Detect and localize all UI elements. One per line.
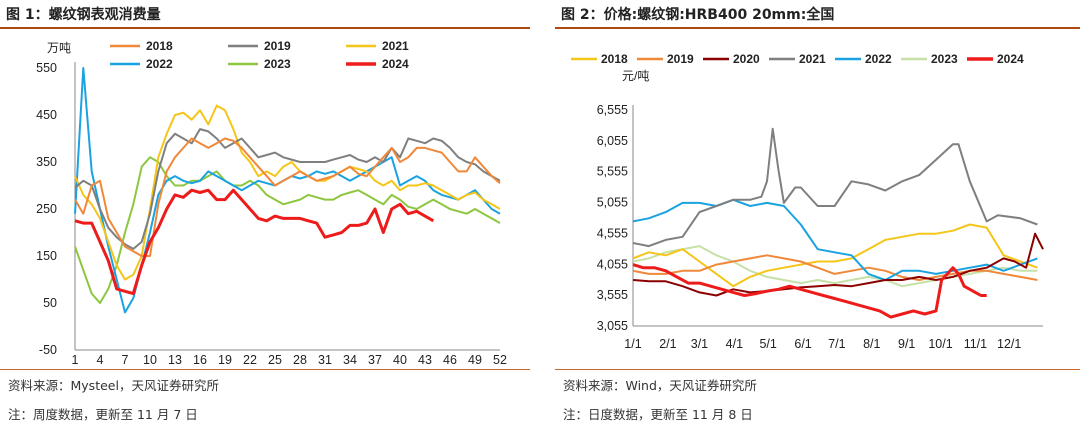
y-tick-label: 6,555 — [597, 103, 628, 117]
update-note: 注：日度数据，更新至 11 月 8 日 — [563, 407, 753, 422]
chart-panel-consumption: 图 1：螺纹钢表观消费量 万吨 -50 50 150 250 350 450 550 1 4 7 10… — [0, 0, 530, 431]
y-tick-label: 6,055 — [597, 134, 628, 148]
consumption-line-chart: 万吨 -50 50 150 250 350 450 550 1 4 7 10 13 16 19 22 25 28 3… — [36, 39, 507, 367]
y-tick-label: 350 — [36, 155, 57, 169]
legend-label-2019: 2019 — [667, 52, 694, 66]
y-tick-label: 50 — [43, 296, 57, 310]
y-tick-label: 450 — [36, 108, 57, 122]
x-tick-label: 11/1 — [964, 337, 987, 351]
series-line-2018 — [632, 223, 1038, 288]
series-line-2023 — [632, 245, 1038, 288]
legend-label-2018: 2018 — [146, 39, 173, 53]
legend-label-2021: 2021 — [799, 52, 826, 66]
legend-label-2019: 2019 — [264, 39, 291, 53]
legend-label-2023: 2023 — [264, 57, 291, 71]
price-line-chart: 元/吨 3,055 3,555 4,055 4,555 5,055 5,555 6,055 6,… — [571, 52, 1044, 351]
x-tick-label: 4 — [97, 353, 104, 367]
legend-label-2024: 2024 — [997, 52, 1024, 66]
x-tick-label: 40 — [393, 353, 407, 367]
x-tick-label: 10 — [143, 353, 157, 367]
x-tick-label: 7 — [122, 353, 129, 367]
x-tick-label: 2/1 — [659, 337, 676, 351]
x-tick-label: 52 — [493, 353, 507, 367]
x-tick-label: 4/1 — [726, 337, 743, 351]
legend-label-2018: 2018 — [601, 52, 628, 66]
y-tick-label: 3,055 — [597, 319, 628, 333]
y-tick-label: 250 — [36, 202, 57, 216]
y-tick-label: 4,055 — [597, 257, 628, 271]
x-tick-label: 6/1 — [794, 337, 811, 351]
x-tick-label: 25 — [268, 353, 282, 367]
y-tick-label: 5,555 — [597, 165, 628, 179]
x-tick-label: 34 — [343, 353, 357, 367]
series-line-2021 — [632, 127, 1038, 248]
chart-title: 图 2：价格:螺纹钢:HRB400 20mm:全国 — [561, 7, 835, 23]
x-tick-label: 31 — [318, 353, 332, 367]
x-tick-label: 19 — [218, 353, 232, 367]
x-tick-label: 46 — [443, 353, 457, 367]
x-tick-label: 49 — [468, 353, 482, 367]
x-tick-label: 10/1 — [928, 337, 952, 351]
legend-label-2024: 2024 — [382, 57, 409, 71]
x-tick-label: 22 — [243, 353, 257, 367]
x-tick-label: 1/1 — [624, 337, 641, 351]
series-line-2023 — [74, 156, 501, 304]
chart-title: 图 1：螺纹钢表观消费量 — [6, 7, 161, 23]
x-tick-label: 1 — [72, 353, 79, 367]
update-note: 注：周度数据，更新至 11 月 7 日 — [8, 407, 198, 422]
x-tick-label: 12/1 — [997, 337, 1021, 351]
y-tick-label: 3,555 — [597, 288, 628, 302]
x-tick-label: 13 — [168, 353, 182, 367]
series-line-2024 — [632, 263, 987, 319]
legend-label-2020: 2020 — [733, 52, 760, 66]
footer-rule — [555, 369, 1080, 370]
legend-label-2022: 2022 — [865, 52, 892, 66]
x-tick-label: 8/1 — [863, 337, 880, 351]
footer-rule — [0, 369, 530, 370]
source-note: 资料来源：Mysteel，天风证券研究所 — [8, 378, 219, 393]
series-line-2019 — [74, 128, 501, 250]
source-note: 资料来源：Wind，天风证券研究所 — [563, 378, 757, 393]
series-line-2021 — [74, 104, 501, 281]
x-tick-label: 16 — [193, 353, 207, 367]
y-unit-label: 万吨 — [47, 41, 71, 55]
title-rule — [0, 27, 530, 29]
x-tick-label: 3/1 — [691, 337, 708, 351]
title-rule — [555, 27, 1080, 29]
y-tick-label: 5,055 — [597, 196, 628, 210]
y-unit-label: 元/吨 — [622, 69, 649, 83]
series-line-2019 — [632, 254, 1038, 281]
y-tick-label: 150 — [36, 249, 57, 263]
y-tick-label: -50 — [39, 343, 57, 357]
series-line-2018 — [74, 137, 501, 257]
x-tick-label: 9/1 — [898, 337, 915, 351]
legend-label-2021: 2021 — [382, 39, 409, 53]
legend-label-2022: 2022 — [146, 57, 173, 71]
x-tick-label: 37 — [368, 353, 382, 367]
chart-panel-price: 图 2：价格:螺纹钢:HRB400 20mm:全国 元/吨 3,055 3,555 4… — [555, 0, 1080, 431]
y-tick-label: 4,555 — [597, 226, 628, 240]
x-tick-label: 43 — [418, 353, 432, 367]
series-line-2020 — [632, 232, 1044, 297]
x-tick-label: 5/1 — [759, 337, 776, 351]
y-tick-label: 550 — [36, 61, 57, 75]
series-line-2022 — [632, 198, 1038, 281]
x-tick-label: 7/1 — [828, 337, 845, 351]
x-tick-label: 28 — [293, 353, 307, 367]
legend-label-2023: 2023 — [931, 52, 958, 66]
series-line-2024 — [74, 188, 435, 296]
